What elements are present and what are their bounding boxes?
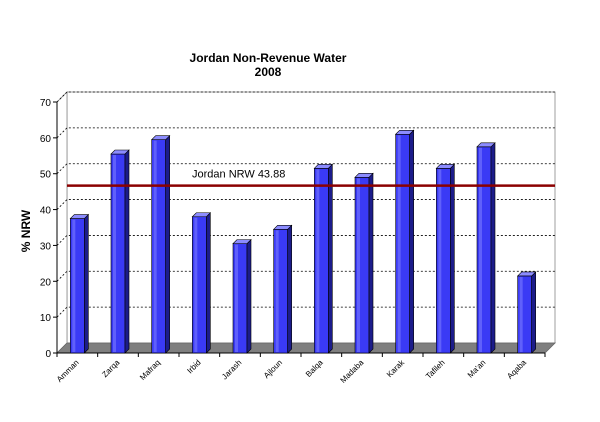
bar — [232, 238, 252, 354]
bar-top — [313, 164, 334, 169]
y-axis-ticks: 0 10 20 30 40 50 60 70 — [40, 98, 57, 360]
x-tick-label: Mafraq — [138, 358, 162, 382]
x-tick-label: Karak — [385, 357, 407, 379]
bar-side — [368, 172, 374, 354]
y-tick-label: 70 — [40, 98, 52, 109]
bar-side — [531, 271, 536, 354]
bars — [69, 129, 537, 354]
y-tick-label: 40 — [40, 206, 52, 217]
chart-title: Jordan Non-Revenue Water — [190, 51, 347, 65]
bar-top — [110, 149, 130, 155]
x-tick-label: Balqa — [304, 358, 325, 379]
bar-side — [124, 149, 130, 354]
gridlines — [56, 91, 555, 318]
x-tick-label: Tafileh — [424, 358, 447, 381]
bar-top — [272, 224, 293, 230]
y-tick-label: 20 — [40, 277, 52, 288]
bar — [150, 134, 171, 354]
bar-side — [287, 224, 292, 354]
x-tick-label: Amman — [55, 358, 81, 384]
bar-side — [206, 212, 211, 354]
bar-highlight — [357, 178, 360, 352]
gridline — [56, 199, 555, 210]
x-tick-label: Zarqa — [100, 358, 122, 380]
bar-top — [354, 173, 374, 178]
reference-line-label: Jordan NRW 43.88 — [192, 169, 285, 181]
bar-top — [150, 135, 171, 140]
plot-area: 0 10 20 30 40 50 60 70 Amman Zarqa Mafraq Irbid Jar… — [40, 91, 556, 385]
bar-side — [409, 129, 414, 354]
bar-highlight — [438, 169, 442, 352]
bar — [435, 163, 456, 354]
bar-side — [246, 238, 252, 354]
gridline — [56, 235, 555, 246]
bar-highlight — [113, 154, 116, 352]
bar-side — [328, 163, 333, 354]
bar — [110, 149, 130, 354]
bar-side — [165, 134, 170, 354]
bar-highlight — [194, 217, 198, 352]
bar — [272, 224, 293, 354]
y-tick-label: 30 — [40, 241, 52, 252]
bar-top — [191, 212, 212, 218]
bar-highlight — [72, 219, 76, 352]
x-tick-label: Irbid — [185, 358, 202, 375]
x-tick-label: Ajloun — [262, 358, 284, 380]
gridline — [56, 270, 555, 282]
bar — [191, 212, 212, 354]
chart-subtitle: 2008 — [255, 65, 282, 79]
bar-highlight — [235, 244, 238, 352]
bar-highlight — [275, 230, 279, 352]
bar — [516, 271, 537, 354]
side-wall — [56, 91, 68, 354]
bar-top — [69, 214, 90, 219]
bar-side — [490, 142, 496, 354]
x-tick-label: Ma'an — [466, 358, 488, 380]
x-axis-ticks: Amman Zarqa Mafraq Irbid Jarash Ajloun Balqa Ma… — [55, 353, 546, 385]
bar-side — [450, 163, 455, 354]
bar-highlight — [316, 169, 320, 352]
y-tick-label: 0 — [45, 349, 51, 360]
gridline — [56, 306, 555, 318]
bar-top — [476, 142, 496, 148]
y-tick-label: 10 — [40, 313, 52, 324]
x-tick-label: Aqaba — [505, 358, 528, 381]
bar — [69, 213, 90, 354]
bar-side — [84, 213, 89, 354]
gridline — [56, 91, 555, 103]
y-axis-label: % NRW — [19, 209, 33, 252]
bar — [354, 172, 374, 354]
bar-highlight — [397, 135, 401, 352]
x-tick-label: Jarash — [220, 358, 243, 381]
bar-top — [435, 164, 456, 169]
bar-top — [516, 271, 537, 277]
bar — [476, 142, 496, 354]
y-tick-label: 50 — [40, 170, 52, 181]
gridline — [56, 163, 555, 174]
bar-highlight — [153, 140, 157, 352]
bar-top — [394, 129, 415, 135]
bar — [313, 163, 334, 354]
bar — [394, 129, 415, 354]
gridline — [56, 127, 555, 139]
bar-highlight — [519, 276, 523, 352]
x-tick-label: Madaba — [339, 358, 366, 385]
y-tick-label: 60 — [40, 134, 52, 145]
bar-highlight — [479, 147, 482, 352]
bar-top — [232, 239, 252, 244]
